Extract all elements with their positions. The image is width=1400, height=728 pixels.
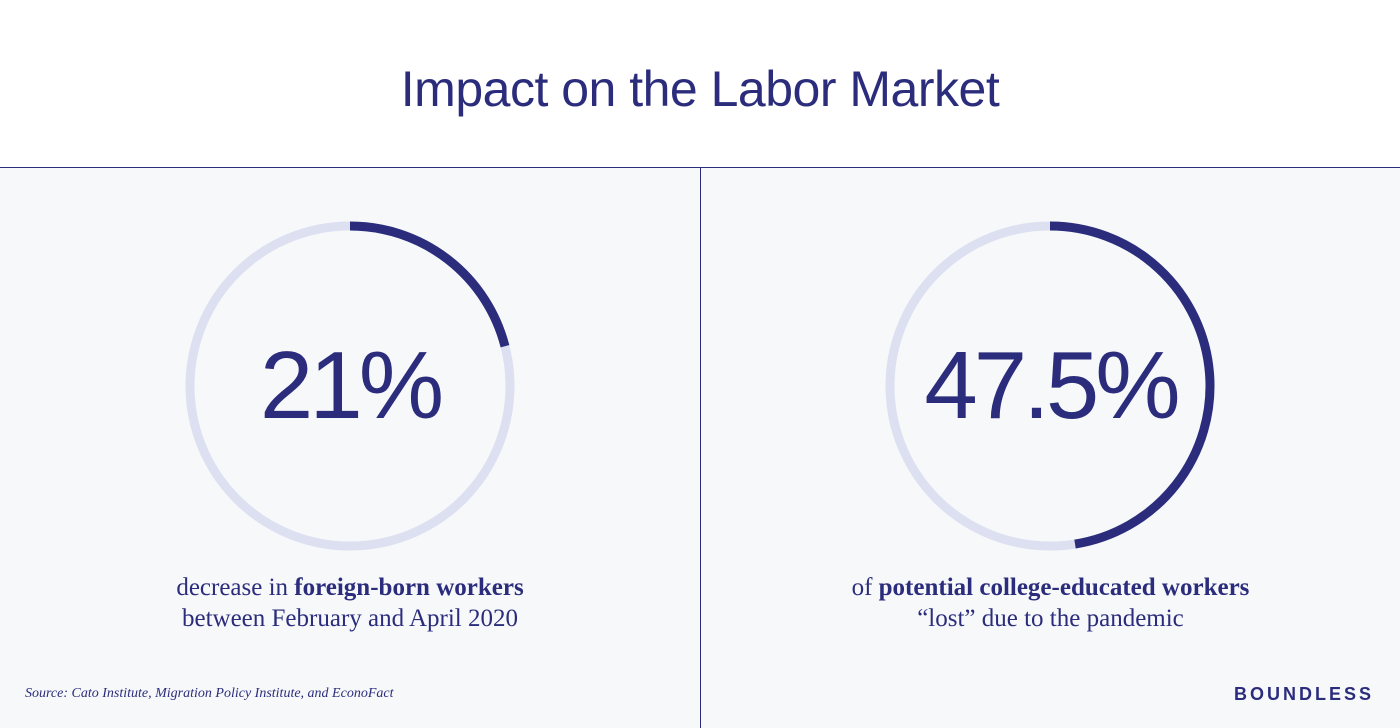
caption-emphasis: foreign-born workers bbox=[294, 574, 524, 601]
progress-ring-right bbox=[880, 216, 1220, 556]
stat-panel-left: 21% decrease in foreign-born workers bet… bbox=[0, 168, 700, 728]
stat-caption-left: decrease in foreign-born workers between… bbox=[0, 572, 700, 634]
header: Impact on the Labor Market bbox=[0, 0, 1400, 168]
progress-ring-left bbox=[180, 216, 520, 556]
stat-panel-right: 47.5% of potential college-educated work… bbox=[701, 168, 1400, 728]
stat-caption-right: of potential college-educated workers “l… bbox=[701, 572, 1400, 634]
caption-emphasis: potential college-educated workers bbox=[878, 574, 1250, 601]
progress-ring-svg-left bbox=[185, 221, 515, 551]
ring-arc-left bbox=[349, 221, 510, 348]
panel-divider bbox=[700, 168, 701, 728]
caption-line-2: between February and April 2020 bbox=[181, 605, 519, 632]
caption-line-2: “lost” due to the pandemic bbox=[917, 605, 1184, 632]
stat-value-right: 47.5% bbox=[924, 332, 1180, 439]
brand-logo: BOUNDLESS bbox=[1233, 684, 1374, 704]
ring-arc-right bbox=[1049, 221, 1215, 549]
caption-text: decrease in bbox=[176, 574, 295, 601]
stat-value-left: 21% bbox=[259, 332, 444, 439]
source-note: Source: Cato Institute, Migration Policy… bbox=[25, 686, 394, 701]
progress-ring-svg-right bbox=[885, 221, 1215, 551]
page-title: Impact on the Labor Market bbox=[400, 61, 1000, 117]
caption-text: of bbox=[851, 574, 879, 601]
